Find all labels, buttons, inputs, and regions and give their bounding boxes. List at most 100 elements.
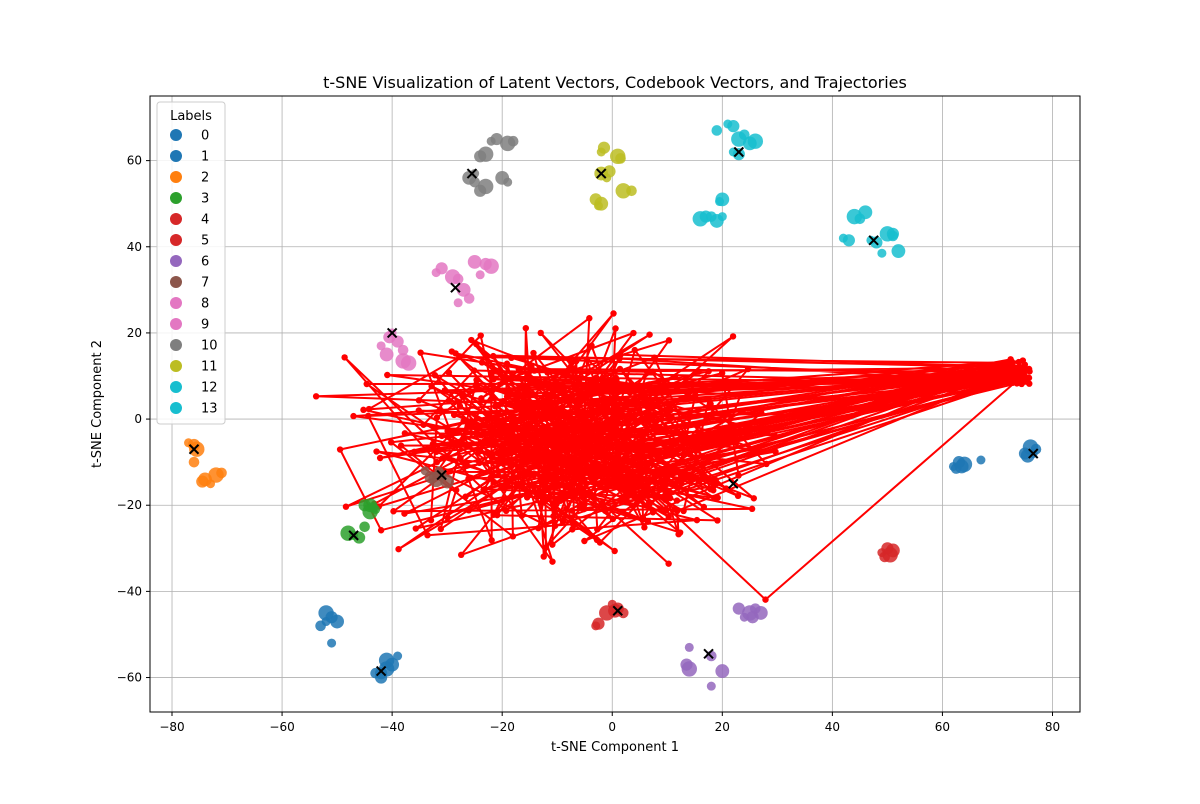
codebook-markers xyxy=(188,146,1039,677)
trajectory-point xyxy=(457,551,465,559)
trajectory-point xyxy=(714,517,721,524)
trajectory-point xyxy=(390,508,397,515)
trajectory-point xyxy=(629,502,636,509)
cluster-8-point xyxy=(467,254,482,269)
codebook-stroke xyxy=(386,327,398,339)
cluster-13-point xyxy=(877,248,887,258)
codebook-stroke xyxy=(450,282,461,293)
trajectory-point xyxy=(1017,370,1024,378)
trajectory-point xyxy=(530,349,537,357)
trajectory-point xyxy=(549,558,556,565)
trajectory-point xyxy=(613,402,620,410)
trajectory-point xyxy=(748,505,756,513)
trajectory-point xyxy=(678,480,685,487)
codebook-marker xyxy=(703,648,714,660)
codebook-marker xyxy=(1028,448,1039,459)
cluster-12-point xyxy=(715,197,725,207)
legend-marker-6 xyxy=(170,255,182,267)
trajectory-point xyxy=(433,414,441,421)
legend-marker-5 xyxy=(170,234,182,246)
cluster-11-point xyxy=(626,185,637,197)
trajectory-point xyxy=(565,410,572,417)
trajectory-point xyxy=(602,507,609,515)
cluster-0-point xyxy=(393,651,403,661)
cluster-10-point xyxy=(477,178,494,195)
cluster-0-point xyxy=(327,638,337,648)
legend-label-1: 1 xyxy=(201,150,209,165)
cluster-9-point xyxy=(379,347,394,362)
trajectory-point xyxy=(663,507,670,514)
trajectory-point xyxy=(1021,361,1029,368)
cluster-12-point xyxy=(727,120,740,133)
cluster-10-point xyxy=(469,176,480,188)
cluster-11-point xyxy=(615,153,626,164)
trajectory-point xyxy=(750,495,758,502)
trajectory-point xyxy=(401,510,408,517)
trajectory-point xyxy=(586,315,593,322)
cluster-12-point xyxy=(711,125,723,136)
x-tick-label: 0 xyxy=(608,720,616,734)
trajectory-point xyxy=(729,333,737,340)
trajectory-point xyxy=(503,393,511,400)
cluster-8-point xyxy=(456,282,471,297)
trajectory-point xyxy=(537,329,544,337)
trajectory-point xyxy=(549,541,556,548)
cluster-13-point xyxy=(886,227,899,240)
trajectory-point xyxy=(415,397,423,404)
codebook-stroke xyxy=(612,605,623,616)
trajectory-point xyxy=(1015,358,1022,366)
codebook-marker xyxy=(728,478,739,489)
codebook-stroke xyxy=(868,235,879,246)
y-tick-label: −40 xyxy=(117,584,142,598)
trajectory-point xyxy=(705,368,712,375)
cluster-0-point xyxy=(318,605,334,621)
cluster-12-point xyxy=(692,211,708,227)
cluster-2-point xyxy=(216,467,227,479)
trajectory-point xyxy=(593,536,601,544)
trajectory-point xyxy=(1024,374,1032,382)
trajectory-point xyxy=(1006,377,1014,385)
cluster-10-point xyxy=(470,169,480,179)
trajectory-point xyxy=(580,494,587,502)
cluster-13-point xyxy=(858,205,873,220)
x-tick-label: −60 xyxy=(269,720,294,734)
trajectory-point xyxy=(397,442,405,449)
legend-marker-8 xyxy=(170,297,182,309)
trajectory-point xyxy=(525,370,532,377)
cluster-5-point xyxy=(885,543,900,558)
trajectory-point xyxy=(477,332,484,339)
trajectory-point xyxy=(665,560,672,567)
trajectory-point xyxy=(377,527,385,534)
cluster-2-point xyxy=(189,441,205,457)
legend-box xyxy=(156,101,226,425)
x-axis-ticks: −80 −60 −40 −20 0 20 40 60 80 xyxy=(159,712,1060,734)
cluster-12-point xyxy=(747,133,764,149)
trajectory-point xyxy=(593,462,600,469)
codebook-marker xyxy=(188,444,200,455)
legend-marker-2 xyxy=(170,171,182,183)
x-tick-label: 80 xyxy=(1045,720,1060,734)
trajectory-point xyxy=(465,507,473,514)
cluster-3-point xyxy=(367,502,379,513)
trajectory-point xyxy=(540,553,547,560)
trajectory-point xyxy=(522,324,530,332)
trajectory-point xyxy=(541,521,549,528)
codebook-marker xyxy=(386,327,398,339)
trajectory-point xyxy=(668,414,675,421)
legend-label-8: 8 xyxy=(201,297,209,312)
cluster-0-point xyxy=(378,652,395,669)
cluster-8-point xyxy=(463,293,475,304)
legend-label-7: 7 xyxy=(201,276,209,291)
trajectory-point xyxy=(542,544,550,551)
trajectory-point xyxy=(526,380,534,387)
trajectory-point xyxy=(387,439,395,446)
trajectory-point xyxy=(734,492,742,500)
trajectory-point xyxy=(458,390,466,398)
cluster-6-point xyxy=(746,611,759,624)
x-tick-label: 40 xyxy=(825,720,840,734)
codebook-stroke xyxy=(436,469,447,481)
codebook-stroke xyxy=(728,478,739,489)
trajectory-point xyxy=(646,331,653,338)
trajectory-point xyxy=(612,325,619,332)
